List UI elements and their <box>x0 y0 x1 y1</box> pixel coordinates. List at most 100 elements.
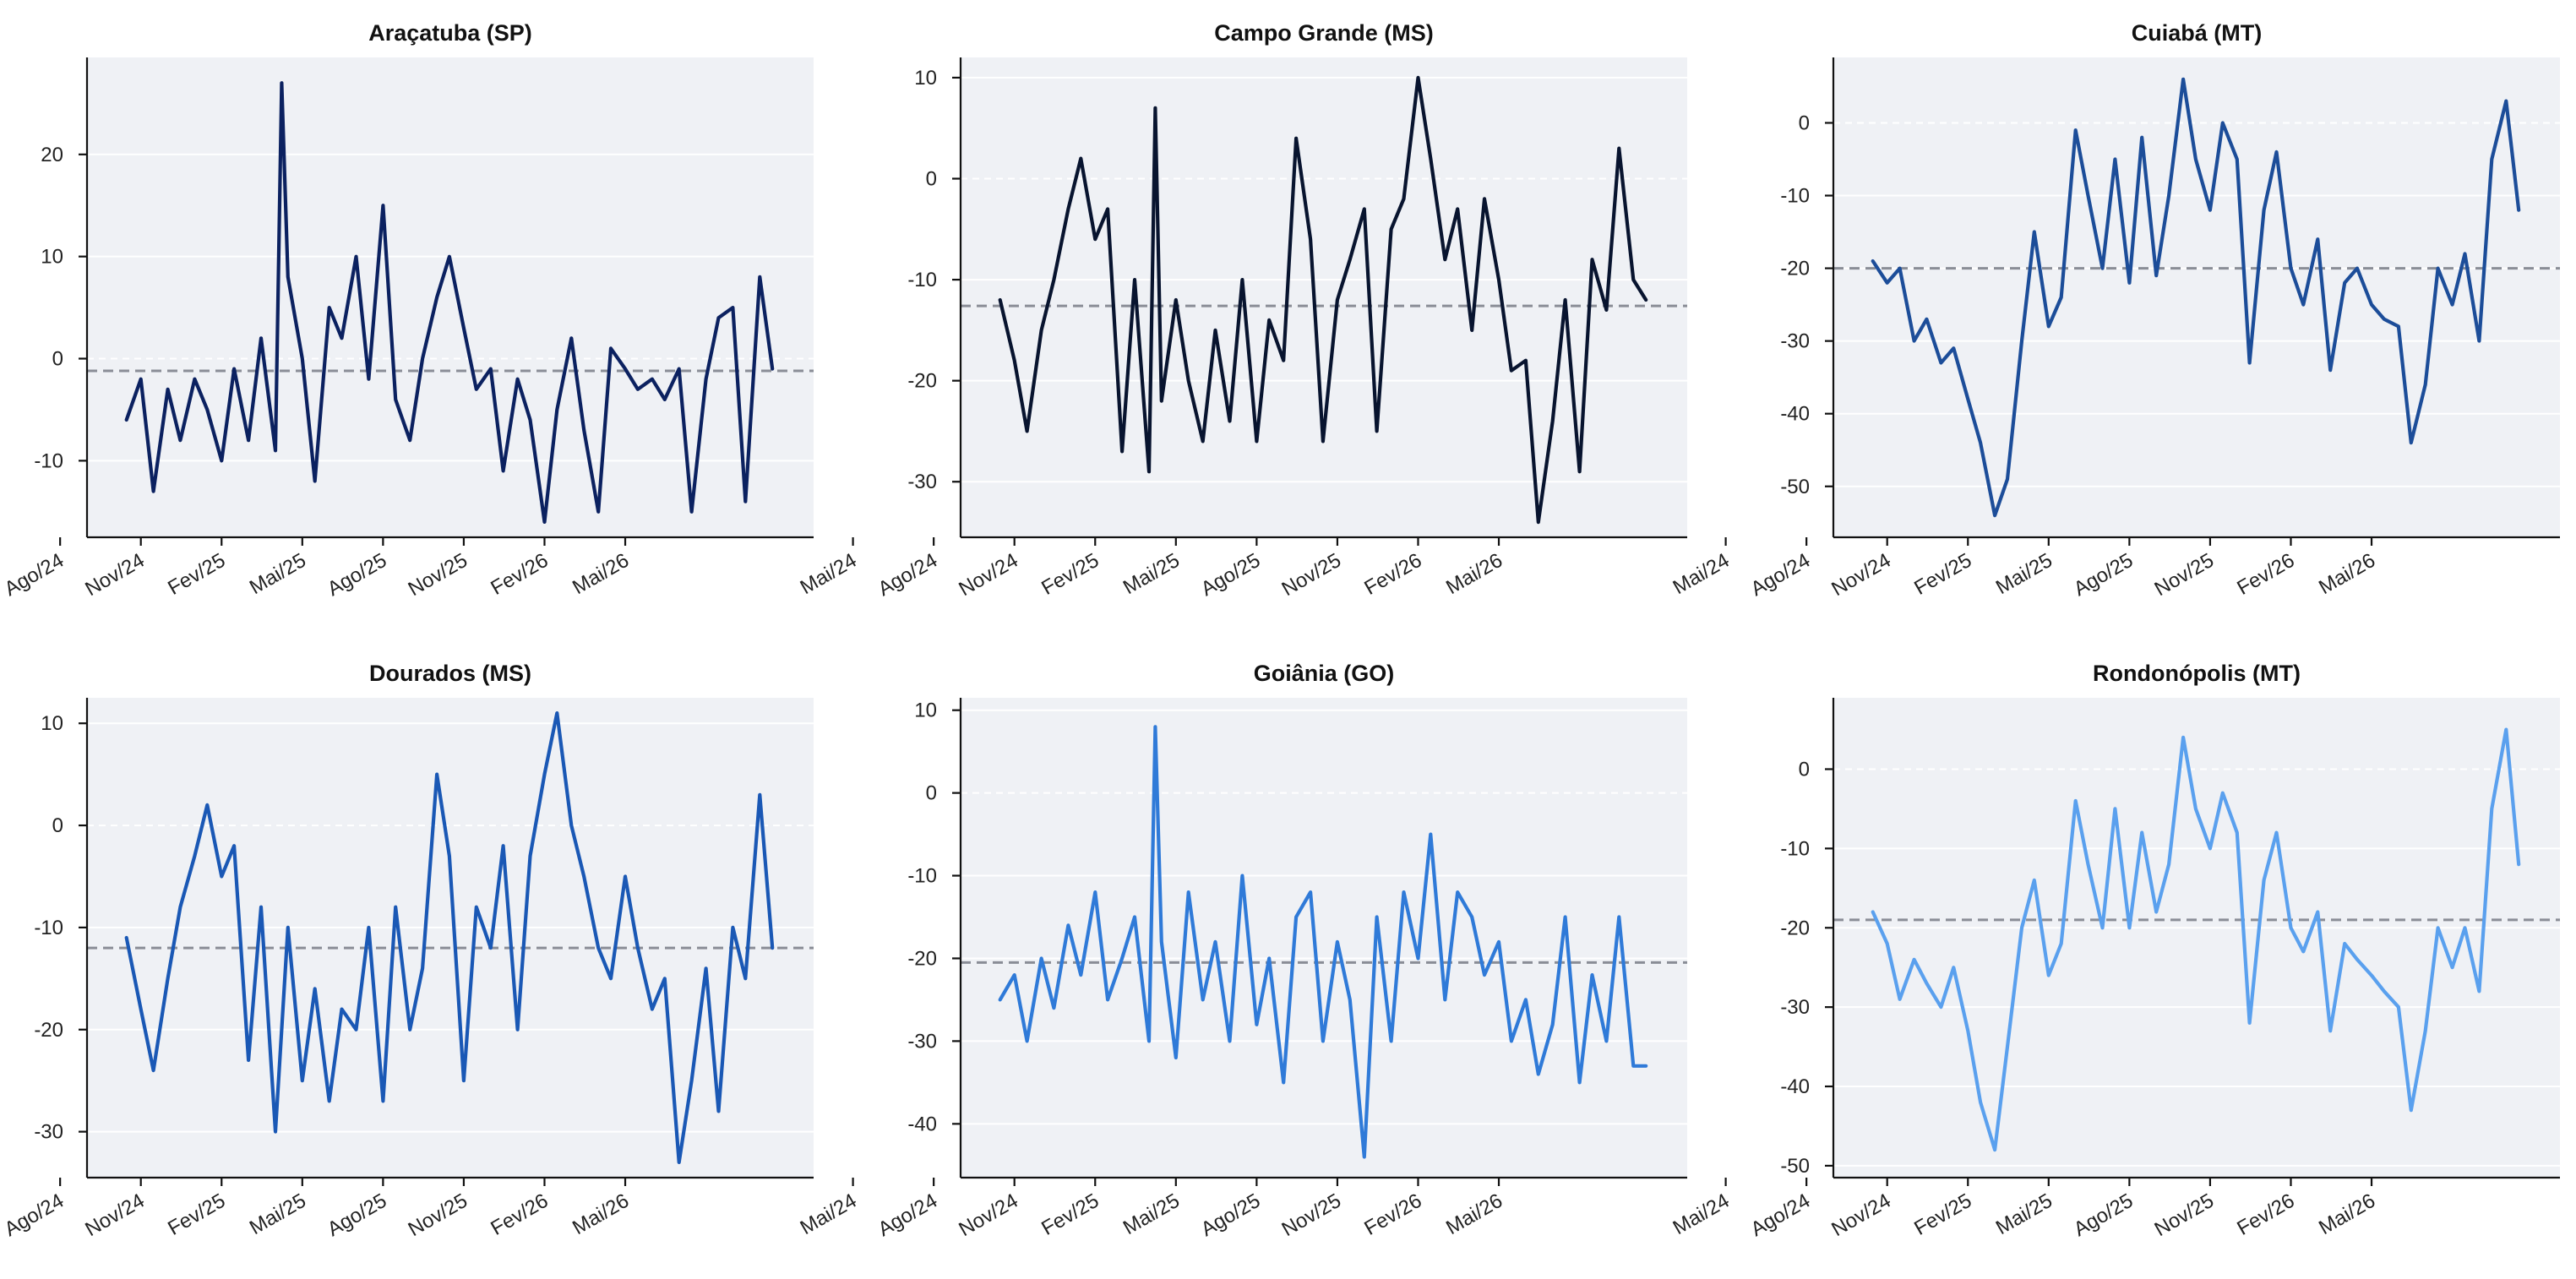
x-tick-label: Nov/25 <box>2151 549 2218 601</box>
x-tick-label: Nov/24 <box>1827 1189 1894 1241</box>
x-tick-label: Ago/24 <box>1 549 68 601</box>
y-tick-label: -20 <box>1780 917 1810 939</box>
y-tick-label: 10 <box>914 699 937 722</box>
panel-4: -30-20-10010Mai/24Ago/24Nov/24Fev/25Mai/… <box>1 661 814 1241</box>
x-tick-label: Mai/25 <box>1119 549 1184 599</box>
x-tick-label: Mai/24 <box>797 549 861 599</box>
x-tick-label: Mai/26 <box>1442 549 1506 599</box>
y-tick-label: 0 <box>52 348 63 371</box>
x-tick-label: Mai/26 <box>1442 1189 1506 1239</box>
x-tick-label: Mai/25 <box>1992 549 2056 599</box>
y-tick-label: -10 <box>907 269 937 291</box>
x-tick-label: Mai/26 <box>2315 1189 2379 1239</box>
x-tick-label: Fev/26 <box>487 549 552 600</box>
plot-area <box>1833 57 2560 537</box>
x-tick-label: Ago/24 <box>1 1189 68 1241</box>
y-tick-label: 0 <box>1799 112 1810 134</box>
x-tick-label: Mai/24 <box>797 1189 861 1239</box>
x-tick-label: Mai/26 <box>569 549 633 599</box>
y-tick-label: -20 <box>907 370 937 393</box>
x-tick-label: Mai/24 <box>1669 549 1734 599</box>
x-tick-label: Fev/26 <box>487 1189 552 1240</box>
x-tick-label: Ago/25 <box>324 549 390 601</box>
plot-area <box>87 698 814 1178</box>
x-tick-label: Mai/25 <box>246 549 310 599</box>
series-line <box>1871 77 2521 518</box>
x-tick-label: Ago/24 <box>1747 549 1814 601</box>
x-tick-label: Ago/24 <box>874 549 941 601</box>
panel-title: Dourados (MS) <box>369 661 531 686</box>
x-tick-label: Fev/25 <box>1037 549 1103 600</box>
x-tick-label: Fev/26 <box>1360 549 1425 600</box>
x-tick-label: Fev/26 <box>2233 1189 2298 1240</box>
x-tick-label: Ago/24 <box>874 1189 941 1241</box>
y-tick-label: -40 <box>1780 1075 1810 1098</box>
y-tick-label: -10 <box>907 865 937 888</box>
series-line <box>998 725 1648 1159</box>
y-tick-label: -20 <box>907 947 937 970</box>
panel-title: Rondonópolis (MT) <box>2093 661 2301 686</box>
y-tick-label: -10 <box>34 917 63 939</box>
x-tick-label: Nov/25 <box>2151 1189 2218 1241</box>
y-tick-label: -20 <box>1780 258 1810 280</box>
x-tick-label: Nov/24 <box>955 1189 1021 1241</box>
x-tick-label: Fev/25 <box>1910 1189 1975 1240</box>
x-tick-label: Ago/25 <box>324 1189 390 1241</box>
x-tick-label: Nov/24 <box>81 549 148 601</box>
x-tick-label: Nov/25 <box>405 1189 471 1241</box>
plot-area <box>961 57 1687 537</box>
panel-5: -40 -30 -20 -10 0 10 Mai/24 Ago/24 Nov/24 Fev/25 M… <box>797 661 1687 1241</box>
x-tick-label: Ago/24 <box>1747 1189 1814 1241</box>
x-tick-label: Mai/25 <box>1992 1189 2056 1239</box>
y-tick-label: 0 <box>926 167 937 190</box>
x-tick-label: Mai/25 <box>1119 1189 1184 1239</box>
x-tick-label: Ago/25 <box>1197 549 1264 601</box>
y-tick-label: -20 <box>34 1019 63 1042</box>
y-tick-label: 0 <box>1799 758 1810 781</box>
y-tick-label: 10 <box>41 712 63 735</box>
x-tick-label: Mai/24 <box>1669 1189 1734 1239</box>
y-tick-label: 20 <box>41 144 63 166</box>
panel-2: -30 -20 -10 0 10 Mai/24 Ago/24 Nov/24 Fev/25 Mai/… <box>797 20 1687 601</box>
series-line <box>124 710 775 1165</box>
y-tick-label: -10 <box>34 449 63 472</box>
plot-area <box>1833 698 2560 1178</box>
x-tick-label: Fev/26 <box>2233 549 2298 600</box>
x-tick-label: Mai/26 <box>569 1189 633 1239</box>
x-tick-label: Mai/25 <box>246 1189 310 1239</box>
y-tick-label: -40 <box>907 1113 937 1135</box>
x-tick-label: Nov/24 <box>955 549 1021 601</box>
y-tick-label: -30 <box>34 1121 63 1144</box>
x-tick-label: Ago/25 <box>1197 1189 1264 1241</box>
y-tick-label: -30 <box>1780 996 1810 1019</box>
x-tick-label: Nov/25 <box>405 549 471 601</box>
x-tick-label: Fev/26 <box>1360 1189 1425 1240</box>
y-tick-label: 0 <box>926 782 937 805</box>
y-tick-label: -10 <box>1780 837 1810 860</box>
y-tick-label: -30 <box>907 471 937 493</box>
y-tick-label: -50 <box>1780 476 1810 498</box>
y-tick-label: 10 <box>914 67 937 90</box>
series-line <box>1871 727 2521 1152</box>
plot-area <box>87 57 814 537</box>
panel-6: -50 -40 -30 -20 -10 0 Mai/24 Ago/24 Nov/24 Fev/25… <box>1669 661 2560 1241</box>
panel-title: Araçatuba (SP) <box>368 20 532 46</box>
x-tick-label: Ago/25 <box>2070 1189 2137 1241</box>
series-line <box>124 81 775 525</box>
x-tick-label: Nov/24 <box>1827 549 1894 601</box>
x-tick-label: Fev/25 <box>164 549 229 600</box>
x-tick-label: Fev/25 <box>164 1189 229 1240</box>
x-tick-label: Nov/25 <box>1278 549 1345 601</box>
panel-title: Campo Grande (MS) <box>1214 20 1434 46</box>
x-tick-label: Ago/25 <box>2070 549 2137 601</box>
y-tick-label: 10 <box>41 246 63 269</box>
x-tick-label: Nov/25 <box>1278 1189 1345 1241</box>
x-tick-label: Fev/25 <box>1037 1189 1103 1240</box>
x-tick-label: Nov/24 <box>81 1189 148 1241</box>
y-tick-label: -30 <box>1780 330 1810 353</box>
panel-1: -1001020Mai/24Ago/24Nov/24Fev/25Mai/25Ag… <box>1 20 814 601</box>
panel-title: Goiânia (GO) <box>1254 661 1395 686</box>
x-tick-label: Mai/26 <box>2315 549 2379 599</box>
panel-title: Cuiabá (MT) <box>2132 20 2263 46</box>
